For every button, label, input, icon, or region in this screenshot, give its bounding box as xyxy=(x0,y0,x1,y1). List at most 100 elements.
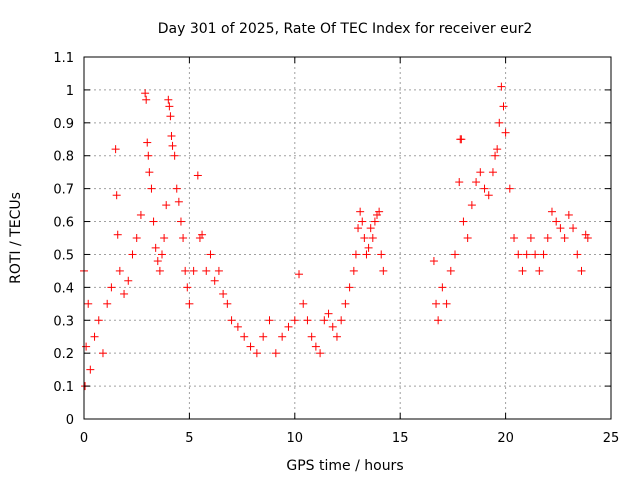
data-point xyxy=(162,201,171,210)
data-point xyxy=(432,299,441,308)
data-point xyxy=(113,230,122,239)
data-point xyxy=(354,224,363,233)
y-tick-label: 0 xyxy=(66,413,74,428)
data-point xyxy=(573,250,582,259)
data-point xyxy=(493,145,502,154)
x-tick-label: 25 xyxy=(603,431,620,446)
data-point xyxy=(377,250,386,259)
data-point xyxy=(84,299,93,308)
y-tick-label: 0.5 xyxy=(53,248,74,263)
y-tick-label: 0.8 xyxy=(53,150,74,165)
data-point xyxy=(120,289,129,298)
data-point xyxy=(98,349,107,358)
y-tick-label: 0.9 xyxy=(53,117,74,132)
data-point xyxy=(128,250,137,259)
y-tick-label: 0.4 xyxy=(53,281,74,296)
data-point xyxy=(581,230,590,239)
data-point xyxy=(526,234,535,242)
data-point xyxy=(459,217,468,226)
data-point xyxy=(168,141,177,150)
data-point xyxy=(94,316,103,325)
data-point xyxy=(183,283,192,292)
data-point xyxy=(145,168,154,177)
data-point xyxy=(484,191,493,200)
data-point xyxy=(373,210,382,219)
data-point xyxy=(290,316,299,325)
data-point xyxy=(337,316,346,325)
y-tick-label: 0.6 xyxy=(53,216,74,231)
chart-title: Day 301 of 2025, Rate Of TEC Index for r… xyxy=(158,21,533,37)
data-point xyxy=(132,234,141,242)
data-point xyxy=(144,151,153,160)
data-point xyxy=(107,283,116,292)
data-point xyxy=(463,234,472,242)
data-point xyxy=(351,250,360,259)
data-point xyxy=(328,322,337,331)
x-tick-label: 0 xyxy=(80,431,88,446)
data-point xyxy=(362,250,371,259)
data-point xyxy=(141,89,150,98)
data-point xyxy=(90,332,99,341)
data-point xyxy=(271,349,280,358)
data-point xyxy=(360,234,369,242)
data-point xyxy=(295,270,304,279)
data-point xyxy=(316,349,325,358)
data-point xyxy=(202,266,211,275)
data-point xyxy=(472,178,481,187)
data-point xyxy=(499,102,508,111)
data-point xyxy=(583,234,592,242)
data-point xyxy=(497,82,506,91)
y-tick-label: 1 xyxy=(66,84,74,99)
data-point xyxy=(375,207,384,216)
data-point xyxy=(455,178,464,187)
data-point xyxy=(480,184,489,193)
x-tick-label: 5 xyxy=(185,431,193,446)
y-tick-label: 1.1 xyxy=(53,51,74,66)
x-axis-label: GPS time / hours xyxy=(286,458,403,474)
data-point xyxy=(543,234,552,242)
data-point xyxy=(429,257,438,266)
data-point xyxy=(324,309,333,318)
data-point xyxy=(446,266,455,275)
y-axis-label: ROTI / TECUs xyxy=(8,192,24,284)
data-point xyxy=(522,250,531,259)
data-point xyxy=(366,224,375,233)
plot-frame xyxy=(83,56,612,420)
data-point xyxy=(438,283,447,292)
data-point xyxy=(223,299,232,308)
data-point xyxy=(341,299,350,308)
data-point xyxy=(488,168,497,177)
data-point xyxy=(556,224,565,233)
data-point xyxy=(442,299,451,308)
data-point xyxy=(278,332,287,341)
data-point xyxy=(143,138,152,147)
data-point xyxy=(547,207,556,216)
data-point xyxy=(560,234,569,242)
data-point xyxy=(284,322,293,331)
data-point xyxy=(111,145,120,154)
data-point xyxy=(514,250,523,259)
data-point xyxy=(185,299,194,308)
data-point xyxy=(252,349,261,358)
data-point xyxy=(176,217,185,226)
data-point xyxy=(569,224,578,233)
data-point xyxy=(164,95,173,104)
data-point xyxy=(358,217,367,226)
data-point xyxy=(195,234,204,242)
y-tick-label: 0.3 xyxy=(53,314,74,329)
data-point xyxy=(189,266,198,275)
grid-lines xyxy=(84,57,611,419)
data-point xyxy=(214,266,223,275)
data-point xyxy=(193,171,202,180)
data-point xyxy=(518,266,527,275)
data-point xyxy=(332,332,341,341)
data-point xyxy=(149,217,158,226)
data-point xyxy=(142,95,151,104)
data-point xyxy=(147,184,156,193)
x-tick-label: 10 xyxy=(287,431,304,446)
data-point xyxy=(86,365,95,374)
data-point xyxy=(165,102,174,111)
data-point xyxy=(370,217,379,226)
data-point xyxy=(345,283,354,292)
